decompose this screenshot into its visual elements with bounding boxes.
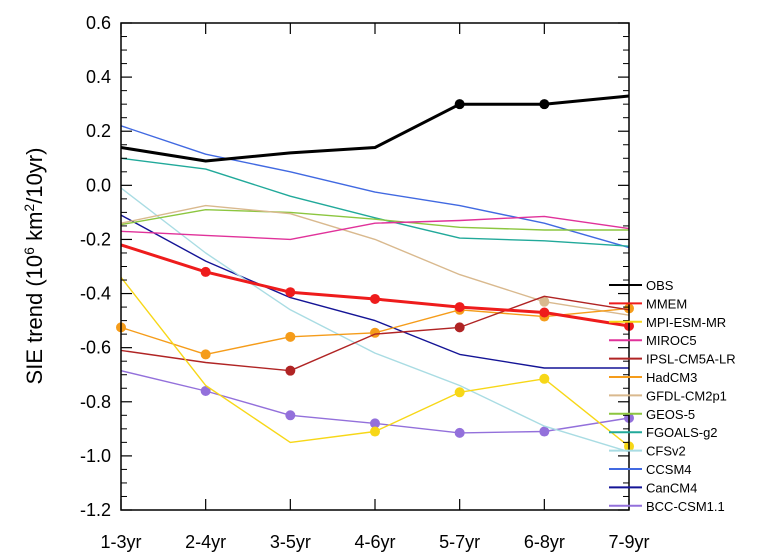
legend-label: CFSv2 [646, 444, 686, 459]
x-tick-label: 7-9yr [608, 532, 649, 552]
series-10 [120, 125, 630, 249]
data-point [539, 296, 550, 307]
data-point [285, 365, 296, 376]
data-point [539, 373, 550, 384]
legend-label: MMEM [646, 296, 687, 311]
data-point [539, 307, 550, 318]
legend-label: GEOS-5 [646, 407, 695, 422]
series-8 [120, 157, 630, 247]
data-point [200, 349, 211, 360]
data-point [454, 322, 465, 333]
y-tick-label: 0.6 [86, 13, 111, 33]
y-tick-label: -0.2 [80, 229, 111, 249]
data-point [539, 426, 550, 437]
legend-item: CCSM4 [609, 462, 692, 477]
data-point [454, 387, 465, 398]
series-11 [120, 214, 629, 369]
y-axis-label: SIE trend (106 km2/10yr) [21, 148, 47, 385]
y-tick-label: -1.2 [80, 500, 111, 520]
data-point [370, 418, 380, 429]
data-point [539, 99, 550, 110]
legend-item: MPI-ESM-MR [609, 315, 726, 330]
x-tick-label: 5-7yr [439, 532, 480, 552]
legend-label: MPI-ESM-MR [646, 315, 726, 330]
data-point [285, 287, 296, 298]
y-tick-label: -0.4 [80, 284, 111, 304]
legend-label: OBS [646, 278, 674, 293]
series-line [120, 125, 630, 249]
series-7 [120, 208, 629, 231]
legend-label: MIROC5 [646, 333, 697, 348]
series-1 [120, 243, 634, 332]
x-tick-label: 1-3yr [100, 532, 141, 552]
legend-item: GEOS-5 [609, 407, 695, 422]
series-line [120, 187, 630, 453]
y-tick-label: 0.0 [86, 175, 111, 195]
legend-item: BCC-CSM1.1 [609, 499, 725, 514]
y-tick-label: 0.2 [86, 121, 111, 141]
legend-item: IPSL-CM5A-LR [609, 352, 736, 367]
series-line [120, 157, 630, 247]
x-tick-label: 6-8yr [524, 532, 565, 552]
data-point [285, 410, 296, 421]
axes: 0.6 0.4 0.2 0.0 -0.2 -0.4 -0.6 -0.8 -1.0 -1.2 1-3y… [80, 13, 650, 552]
legend-label: CCSM4 [646, 462, 692, 477]
data-point [454, 99, 465, 110]
legend-item: FGOALS-g2 [609, 425, 718, 440]
series-3 [120, 215, 630, 241]
data-point [454, 302, 465, 313]
y-tick-label: -1.0 [80, 446, 111, 466]
x-tick-label: 2-4yr [185, 532, 226, 552]
legend-label: BCC-CSM1.1 [646, 499, 725, 514]
legend-label: IPSL-CM5A-LR [646, 352, 736, 367]
legend-item: MMEM [609, 296, 687, 311]
series-line [120, 214, 629, 369]
legend-item: GFDL-CM2p1 [609, 388, 727, 403]
y-tick-label: 0.4 [86, 67, 111, 87]
legend-label: FGOALS-g2 [646, 425, 718, 440]
legend-label: GFDL-CM2p1 [646, 388, 727, 403]
x-tick-label: 4-6yr [354, 532, 395, 552]
legend-item: CFSv2 [609, 444, 686, 459]
legend-label: CanCM4 [646, 480, 697, 495]
legend-item: CanCM4 [609, 480, 697, 495]
data-point [454, 427, 465, 438]
series-6 [120, 204, 630, 316]
plot-frame [120, 22, 630, 511]
data-point [285, 331, 296, 342]
y-tick-label: -0.6 [80, 338, 111, 358]
plot-lines [116, 94, 634, 453]
series-0 [120, 94, 630, 163]
legend-item: HadCM3 [609, 370, 697, 385]
legend-item: OBS [609, 278, 674, 293]
data-point [370, 426, 380, 437]
y-tick-label: -0.8 [80, 392, 111, 412]
data-point [200, 266, 211, 277]
data-point [200, 385, 211, 396]
legend-label: HadCM3 [646, 370, 697, 385]
legend: OBS MMEM MPI-ESM-MR MIROC5 IPSL-CM5A-LR HadCM… [609, 278, 736, 514]
series-line [120, 295, 630, 372]
legend-item: MIROC5 [609, 333, 697, 348]
x-tick-label: 3-5yr [270, 532, 311, 552]
series-5 [116, 303, 634, 360]
series-9 [120, 187, 630, 453]
series-4 [120, 295, 630, 376]
data-point [370, 293, 380, 304]
series-line [120, 215, 630, 241]
series-line [120, 208, 629, 231]
